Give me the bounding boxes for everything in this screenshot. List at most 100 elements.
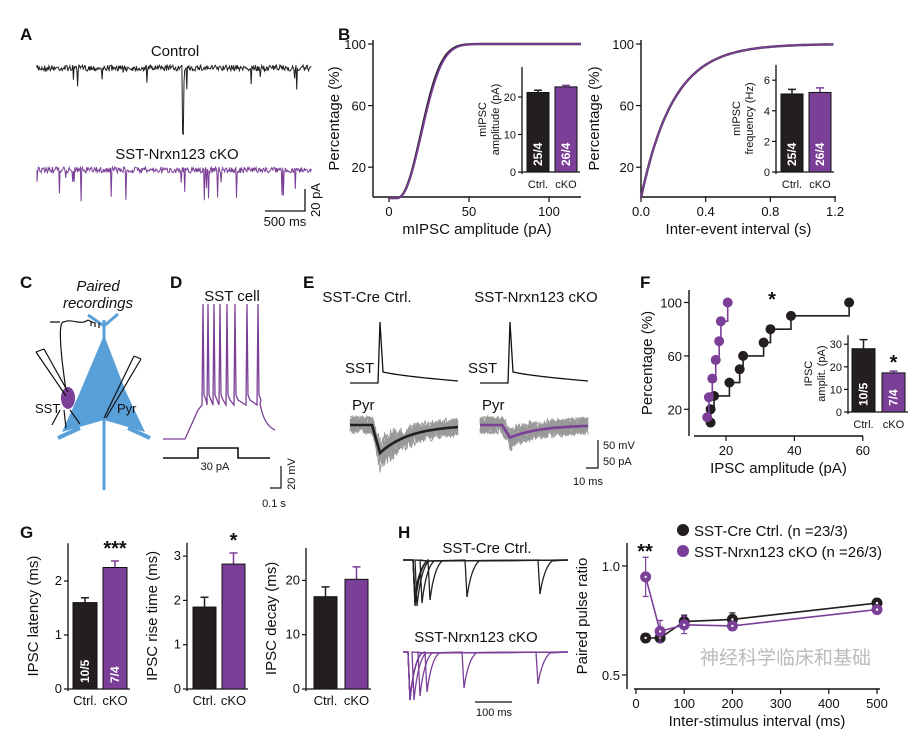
- pyr-cell-label: Pyr: [117, 401, 137, 416]
- sst-cell-title: SST cell: [204, 288, 260, 305]
- watermark: 神经科学临床和基础: [700, 647, 871, 669]
- b2-inset-bar-cko: [808, 91, 832, 173]
- b2-x-label: Inter-event interval (s): [666, 221, 812, 238]
- h-point-center: [731, 624, 734, 628]
- paired-title-2: recordings: [63, 295, 134, 312]
- ctrl-pulse-trace: [403, 559, 569, 595]
- action-potential-trace: [163, 303, 276, 440]
- panel-label-f: F: [640, 273, 650, 292]
- b2-x-tick-label: 0.8: [761, 204, 779, 219]
- scale-bar-a: [265, 189, 306, 212]
- g-rise-x-tick-label: cKO: [221, 693, 246, 708]
- g-decay-bar-ctrl: [313, 596, 338, 690]
- g-rise-significance: *: [230, 530, 238, 552]
- b1-x-tick-label: 100: [538, 204, 560, 219]
- pipette-pyr: [103, 355, 142, 419]
- f-inset-n-label: 7/4: [887, 389, 901, 406]
- h-x-tick-label: 100: [673, 696, 695, 711]
- e-sst-label-ctrl: SST: [345, 360, 374, 377]
- g-latency-n-label: 7/4: [108, 666, 122, 683]
- pyr-mean-trace: [350, 423, 459, 456]
- b1-inset-x-tick-label: Ctrl.: [528, 179, 548, 191]
- b2-inset-y-label-2: frequency (Hz): [744, 82, 756, 154]
- b1-x-tick-label: 0: [385, 204, 392, 219]
- f-x-tick-label: 40: [787, 443, 801, 458]
- g-latency-error-bar: [81, 596, 89, 603]
- f-point-cko: [707, 373, 718, 384]
- g-decay-y-tick-label: 20: [286, 572, 300, 587]
- h-y-label: Paired pulse ratio: [574, 558, 591, 675]
- b2-inset-bar-ctrl: [780, 93, 804, 173]
- g-latency-y-label: IPSC latency (ms): [25, 556, 42, 677]
- f-y-label: Percentage (%): [639, 311, 656, 415]
- f-y-tick-label: 20: [668, 402, 682, 417]
- f-inset-y-tick-label: 0: [836, 407, 842, 419]
- h-x-tick-label: 300: [770, 696, 792, 711]
- f-y-tick-label: 60: [668, 349, 682, 364]
- scale-i-e: 50 pA: [603, 456, 632, 468]
- h-y-tick-label: 0.5: [602, 668, 620, 683]
- g-latency-y-tick-label: 2: [55, 573, 62, 588]
- g-rise-error-bar: [229, 552, 238, 565]
- step-label: 30 pA: [201, 461, 230, 473]
- g-rise-x-tick-label: Ctrl.: [193, 693, 217, 708]
- legend-label: SST-Cre Ctrl. (n =23/3): [694, 523, 848, 540]
- h-significance: **: [637, 541, 653, 563]
- current-step: [163, 447, 270, 459]
- b1-inset-n-label: 25/4: [531, 142, 545, 166]
- scale-amp-a: 20 pA: [308, 183, 323, 217]
- panel-label-a: A: [20, 25, 32, 44]
- legend-marker: [677, 524, 689, 536]
- b2-inset-error-bar: [816, 87, 824, 93]
- f-point-ctrl: [758, 337, 769, 348]
- b2-x-tick-label: 1.2: [826, 204, 844, 219]
- g-rise-bar-ctrl: [192, 606, 217, 690]
- pyr-trial-trace: [479, 415, 589, 449]
- panel-label-b: B: [338, 25, 350, 44]
- e-cko-title: SST-Nrxn123 cKO: [474, 289, 597, 306]
- scale-t-h: 100 ms: [476, 707, 513, 719]
- b1-inset-bar-ctrl: [526, 92, 550, 173]
- h-x-label: Inter-stimulus interval (ms): [669, 713, 846, 730]
- b1-x-label: mIPSC amplitude (pA): [402, 221, 551, 238]
- b2-inset-y-tick-label: 0: [764, 167, 770, 179]
- f-point-ctrl: [724, 377, 735, 388]
- legend-label: SST-Nrxn123 cKO (n =26/3): [694, 544, 882, 561]
- f-x-tick-label: 20: [719, 443, 733, 458]
- f-point-ctrl: [738, 350, 749, 361]
- g-rise-error-bar: [200, 596, 209, 608]
- f-inset-n-label: 10/5: [857, 382, 871, 406]
- legend-marker: [677, 545, 689, 557]
- b2-y-label: Percentage (%): [586, 66, 603, 170]
- b1-inset-y-label-1: mIPSC: [477, 102, 489, 137]
- mipsc-trace: [36, 63, 312, 135]
- f-inset-error-bar: [859, 338, 868, 349]
- sst-cell-label: SST: [35, 401, 60, 416]
- e-pyr-label-ctrl: Pyr: [352, 397, 375, 414]
- g-decay-error-bar: [321, 586, 330, 597]
- h-point-center: [875, 608, 879, 611]
- b2-inset-n-label: 25/4: [785, 142, 799, 166]
- g-latency-bar-ctrl: [72, 602, 98, 690]
- g-rise-y-label: IPSC rise time (ms): [144, 551, 161, 681]
- cko-pulse-trace: [403, 651, 569, 701]
- b1-inset-n-label: 26/4: [559, 142, 573, 166]
- g-latency-x-tick-label: Ctrl.: [73, 693, 97, 708]
- b1-inset-y-tick-label: 20: [504, 92, 516, 104]
- g-decay-y-tick-label: 0: [293, 681, 300, 696]
- f-point-cko: [710, 354, 721, 365]
- paired-pulse-traces: [403, 558, 569, 701]
- b1-inset-y-tick-label: 10: [504, 130, 516, 142]
- f-x-tick-label: 60: [856, 443, 870, 458]
- sst-spike-trace: [350, 321, 459, 384]
- scale-time-a: 500 ms: [264, 214, 307, 229]
- f-point-cko: [702, 412, 713, 423]
- b1-y-tick-label: 100: [344, 37, 366, 52]
- f-point-cko: [715, 316, 726, 327]
- f-inset-bar-cko: [881, 372, 906, 413]
- e-sst-label-cko: SST: [468, 360, 497, 377]
- g-latency-error-bar: [111, 560, 119, 568]
- sst-spike-trace: [480, 321, 589, 384]
